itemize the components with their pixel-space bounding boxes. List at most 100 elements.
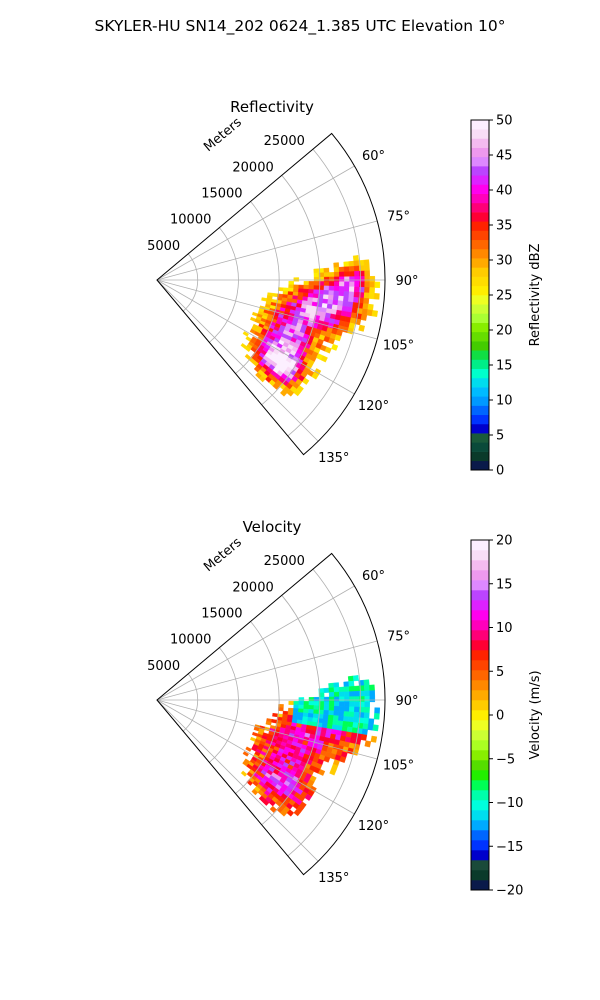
radar-cell — [338, 295, 344, 302]
angle-tick-label: 120° — [358, 399, 389, 414]
colorbar-swatch — [471, 396, 489, 406]
radar-cell — [364, 270, 370, 277]
radar-cell — [339, 281, 345, 287]
radar-cell — [364, 740, 372, 748]
radar-cell — [367, 723, 374, 731]
polar-grid — [156, 148, 385, 442]
angle-tick-label: 60° — [362, 569, 385, 584]
radar-cell — [363, 292, 370, 299]
colorbar-tick-label: −20 — [496, 884, 523, 899]
radar-cell — [369, 695, 376, 703]
range-ring — [287, 148, 361, 437]
colorbar-tick-label: 20 — [496, 324, 513, 339]
angle-tick-label: 135° — [318, 871, 349, 886]
colorbar-swatch — [471, 414, 489, 425]
radar-cell — [323, 696, 330, 702]
radar-cell — [328, 710, 335, 716]
radar-cell — [374, 281, 381, 288]
angle-tick-label: 135° — [318, 451, 349, 466]
radar-cell — [369, 287, 375, 294]
range-ring — [261, 175, 321, 406]
radar-cell — [313, 696, 320, 702]
colorbar-swatch — [471, 120, 489, 130]
colorbar-swatch — [471, 640, 489, 651]
radar-cell — [323, 709, 330, 716]
radar-cell — [332, 715, 339, 721]
radar-cell — [240, 770, 248, 777]
radar-cell — [333, 705, 340, 712]
colorbar: 0 5 10 15 20 25 30 35 40 45 50 Reflectivity dBZ — [470, 114, 543, 479]
radar-cell — [354, 690, 360, 697]
radar-cell — [338, 710, 345, 717]
radar-cell — [332, 295, 339, 301]
radar-cell — [303, 704, 310, 710]
radar-cell — [334, 281, 340, 287]
radar-cell — [328, 692, 335, 698]
radar-cell — [308, 701, 315, 706]
range-ring — [209, 227, 239, 343]
radar-cell — [349, 281, 355, 288]
radar-cell — [339, 276, 345, 282]
colorbar-swatch — [471, 322, 489, 333]
radial-gridline — [156, 279, 378, 340]
radar-cell — [343, 296, 350, 303]
radar-cell — [258, 375, 266, 383]
radar-cell — [342, 721, 349, 728]
radar-cell — [303, 284, 310, 290]
colorbar-swatch — [471, 212, 489, 222]
radar-cell — [373, 713, 380, 720]
radar-cell — [343, 266, 350, 273]
radial-gridline — [156, 699, 378, 760]
colorbar-swatch — [471, 230, 489, 241]
colorbar-swatch — [471, 700, 489, 711]
radial-gridline — [156, 279, 355, 395]
range-tick-label: 15000 — [201, 606, 242, 621]
radar-cell — [348, 686, 355, 692]
colorbar-swatch — [471, 730, 489, 741]
radar-cell — [327, 294, 334, 301]
radar-cell — [349, 271, 355, 277]
radar-cell — [334, 696, 340, 702]
colorbar-swatch — [471, 276, 489, 287]
colorbar-swatch — [471, 221, 489, 231]
colorbar-swatch — [471, 166, 489, 176]
radar-cell — [369, 281, 376, 288]
radar-cell — [313, 701, 320, 706]
radar-cell — [251, 788, 259, 796]
angle-tick-label: 60° — [362, 149, 385, 164]
colorbar-tick-label: 45 — [496, 149, 513, 164]
radar-cell — [338, 266, 345, 273]
colorbar-swatch — [471, 433, 489, 443]
radar-cell — [364, 690, 370, 697]
radar-cell — [339, 271, 345, 278]
radar-cell — [323, 289, 330, 296]
radar-cell — [334, 701, 340, 707]
colorbar-swatch — [471, 620, 489, 631]
colorbar-swatch — [471, 720, 489, 731]
colorbar-swatch — [471, 239, 489, 250]
radar-cell — [339, 756, 347, 763]
range-ring — [235, 621, 280, 794]
radar-cell — [323, 705, 330, 711]
colorbar-swatch — [471, 147, 489, 158]
radar-cell — [333, 290, 340, 297]
colorbar-swatch — [471, 670, 489, 681]
radar-cell — [323, 687, 330, 693]
radar-cell — [332, 719, 339, 726]
colorbar-tick-label: 15 — [496, 577, 513, 592]
radar-cell — [348, 266, 355, 272]
range-axis-label: Meters — [201, 115, 245, 155]
colorbar-swatch — [471, 750, 489, 761]
colorbar-swatch — [471, 387, 489, 397]
colorbar-swatch — [471, 690, 489, 701]
radar-cell — [363, 712, 370, 719]
radar-cell — [343, 291, 350, 297]
radar-cell — [338, 290, 345, 297]
colorbar-tick-label: −10 — [496, 796, 523, 811]
colorbar-swatch — [471, 880, 489, 891]
radar-cell — [329, 768, 337, 776]
colorbar-swatch — [471, 560, 489, 571]
angle-tick-label: 75° — [387, 209, 410, 224]
radar-cell — [339, 701, 345, 707]
radar-cell — [288, 700, 294, 705]
